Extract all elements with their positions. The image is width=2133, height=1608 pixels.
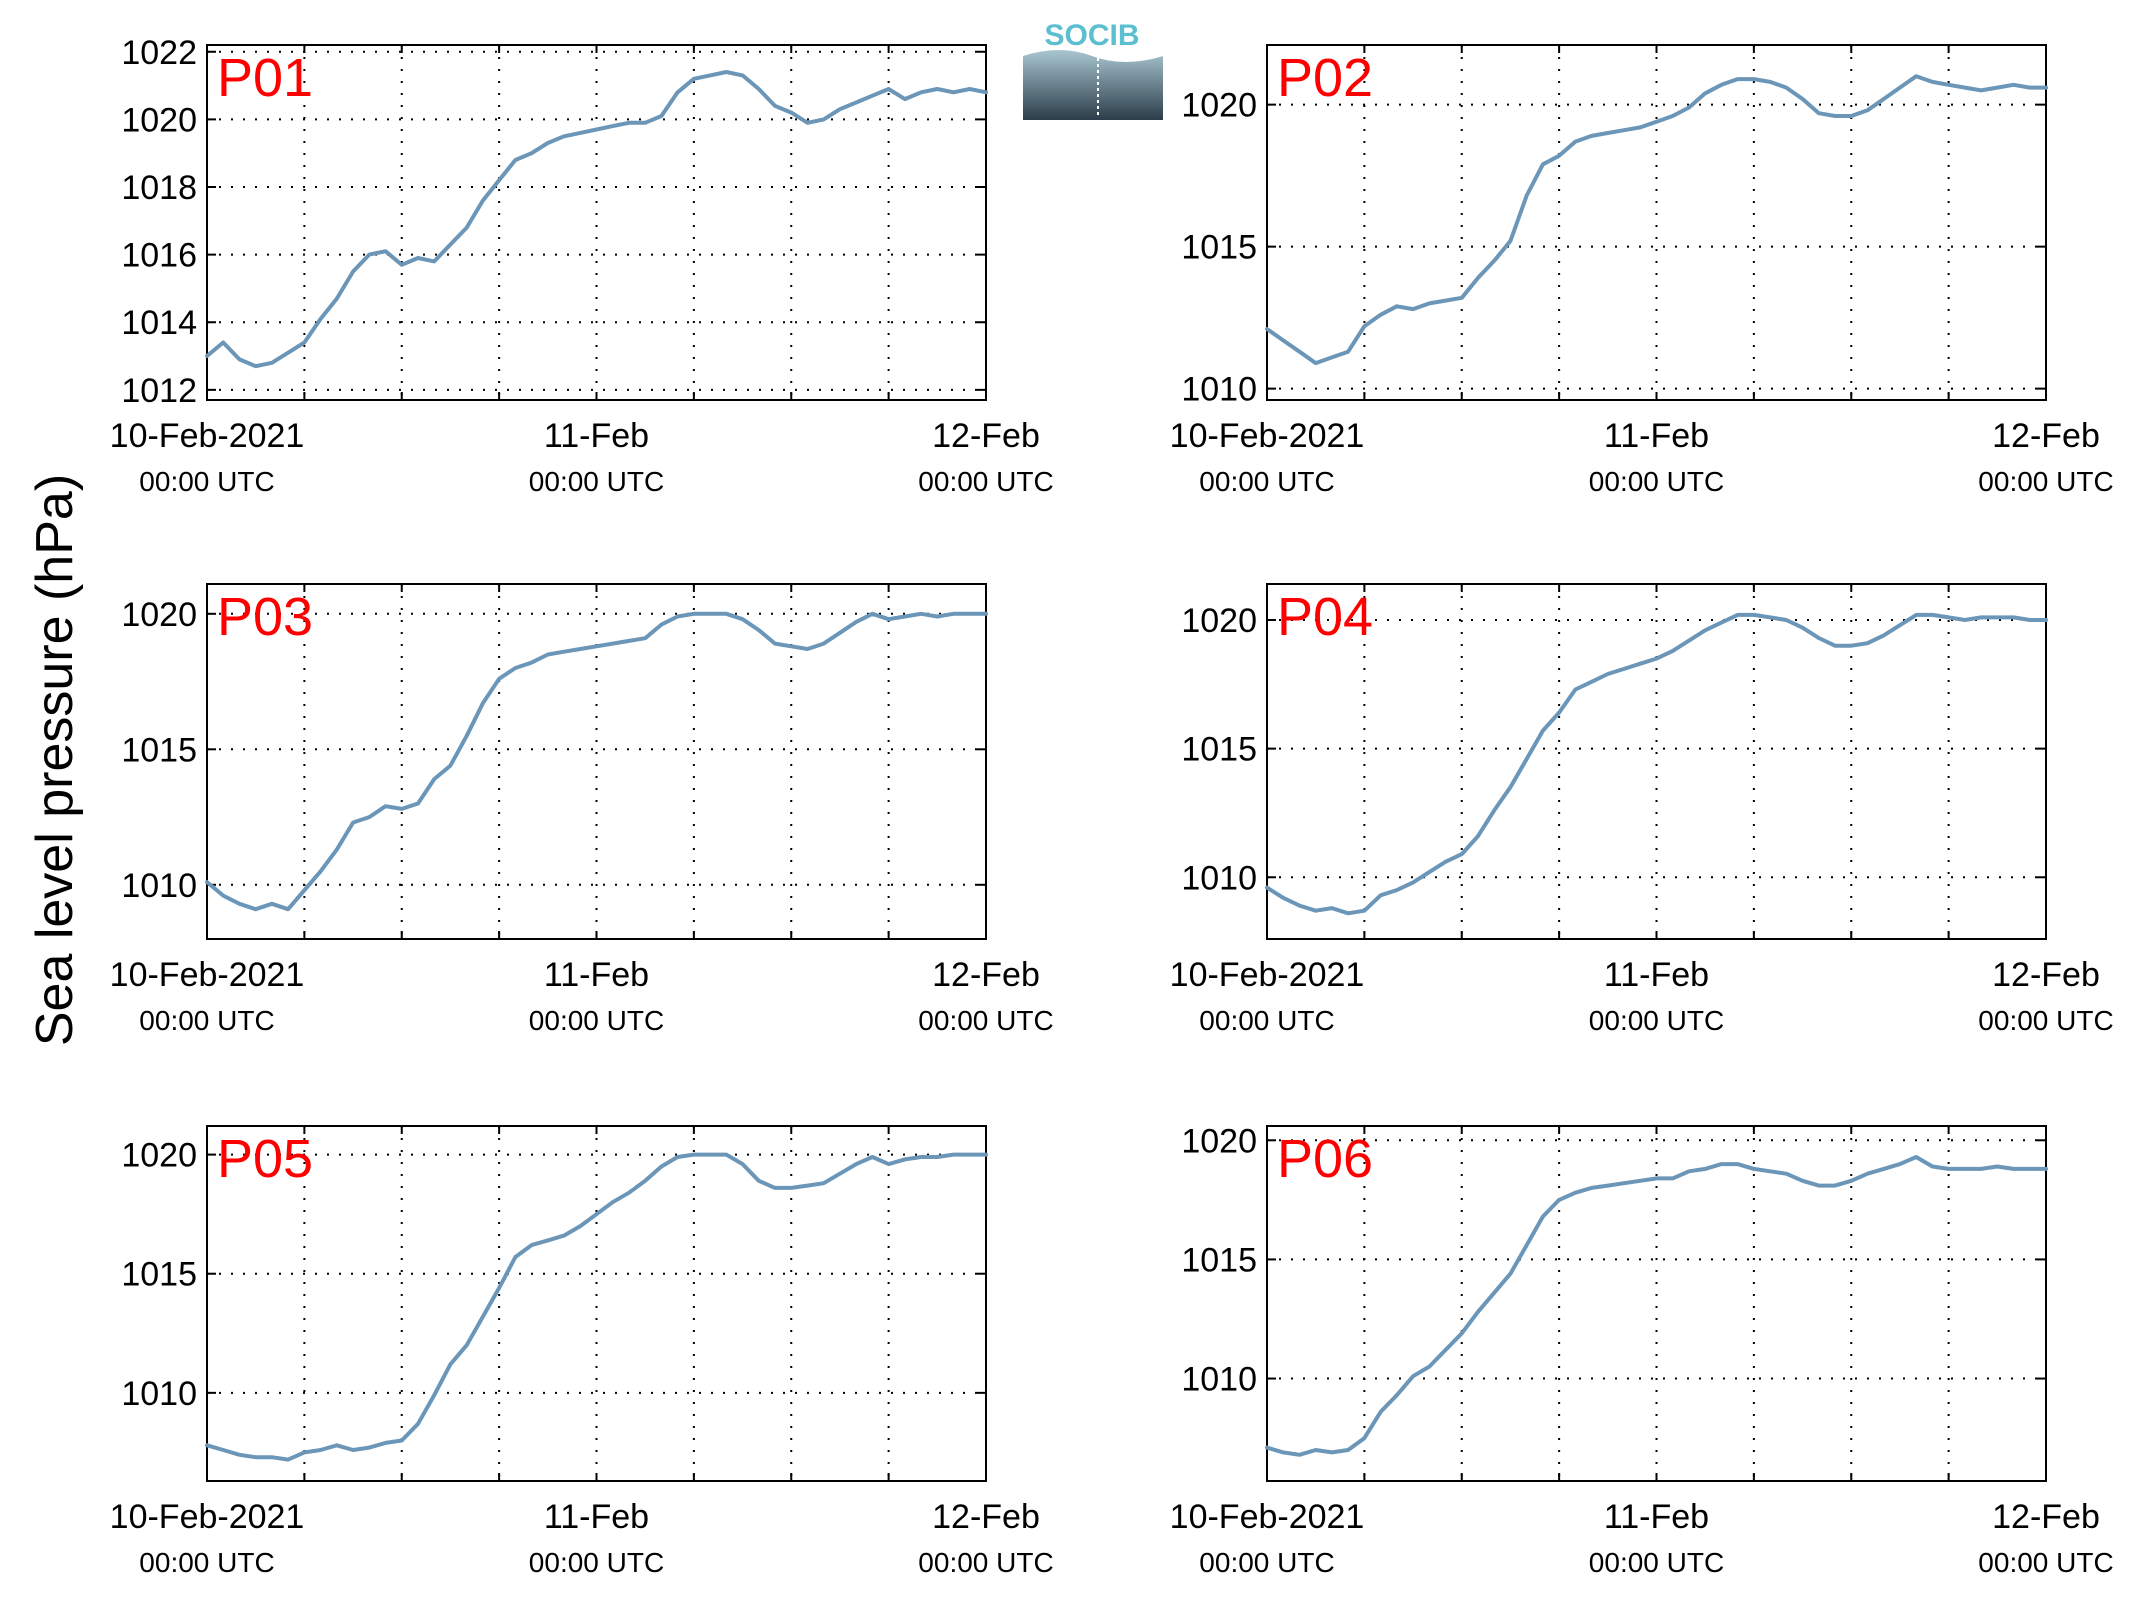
- y-tick-label: 1015: [121, 731, 197, 769]
- x-tick-date-label: 10-Feb-2021: [1170, 956, 1365, 994]
- socib-logo: SOCIB: [1023, 19, 1163, 120]
- x-tick-date-label: 10-Feb-2021: [110, 417, 305, 455]
- x-tick-date-label: 12-Feb: [932, 956, 1040, 994]
- y-tick-label: 1020: [1181, 87, 1257, 125]
- x-tick-time-label: 00:00 UTC: [918, 1005, 1053, 1036]
- pressure-line: [1265, 1155, 2048, 1457]
- x-tick-date-label: 12-Feb: [932, 1498, 1040, 1536]
- panel-label: P04: [1277, 587, 1373, 647]
- y-tick-label: 1020: [121, 1137, 197, 1175]
- x-tick-date-label: 11-Feb: [1604, 956, 1709, 994]
- x-tick-date-label: 12-Feb: [1992, 1498, 2100, 1536]
- y-tick-label: 1012: [121, 372, 197, 410]
- panel-p03: 1010 1015 1020 10-Feb-2021 00:00 UTC 11-Feb 00…: [110, 583, 1054, 1036]
- x-tick-date-label: 10-Feb-2021: [110, 1498, 305, 1536]
- y-tick-label: 1018: [121, 169, 197, 207]
- y-tick-label: 1015: [121, 1256, 197, 1294]
- x-tick-date-label: 11-Feb: [1604, 417, 1709, 455]
- y-tick-label: 1010: [121, 867, 197, 905]
- y-tick-label: 1020: [121, 101, 197, 139]
- x-tick-time-label: 00:00 UTC: [139, 1005, 274, 1036]
- y-tick-label: 1010: [121, 1375, 197, 1413]
- x-tick-time-label: 00:00 UTC: [918, 466, 1053, 497]
- panel-label: P01: [217, 48, 313, 108]
- panel-p06: 1010 1015 1020 10-Feb-2021 00:00 UTC 11-Feb 00…: [1170, 1122, 2114, 1578]
- panel-label: P06: [1277, 1129, 1373, 1189]
- socib-logo-text: SOCIB: [1044, 19, 1139, 52]
- y-tick-label: 1014: [121, 304, 197, 342]
- x-tick-time-label: 00:00 UTC: [1589, 1547, 1724, 1578]
- x-tick-time-label: 00:00 UTC: [1589, 466, 1724, 497]
- y-tick-label: 1022: [121, 34, 197, 72]
- panel-p02: 1010 1015 1020 10-Feb-2021 00:00 UTC 11-Feb 00…: [1170, 44, 2114, 497]
- panel-p04: 1010 1015 1020 10-Feb-2021 00:00 UTC 11-Feb 00…: [1170, 583, 2114, 1036]
- panel-label: P05: [217, 1129, 313, 1189]
- socib-logo-wave-icon: [1023, 50, 1163, 120]
- pressure-line: [1265, 612, 2048, 916]
- x-tick-time-label: 00:00 UTC: [529, 466, 664, 497]
- x-tick-date-label: 11-Feb: [544, 417, 649, 455]
- y-tick-label: 1010: [1181, 371, 1257, 409]
- x-tick-time-label: 00:00 UTC: [1978, 1547, 2113, 1578]
- y-tick-label: 1020: [121, 596, 197, 634]
- x-tick-date-label: 12-Feb: [1992, 956, 2100, 994]
- y-tick-label: 1015: [1181, 731, 1257, 769]
- y-tick-label: 1010: [1181, 1361, 1257, 1399]
- x-tick-time-label: 00:00 UTC: [1199, 1547, 1334, 1578]
- x-tick-time-label: 00:00 UTC: [918, 1547, 1053, 1578]
- x-tick-date-label: 12-Feb: [1992, 417, 2100, 455]
- pressure-line: [1265, 74, 2048, 366]
- pressure-line: [205, 70, 988, 369]
- x-tick-time-label: 00:00 UTC: [1978, 466, 2113, 497]
- x-tick-time-label: 00:00 UTC: [1978, 1005, 2113, 1036]
- panel-p01: 1012 1014 1016 1018 1020 1022 10-Feb-2021 00:00…: [110, 34, 1054, 497]
- y-tick-label: 1016: [121, 237, 197, 275]
- x-tick-date-label: 11-Feb: [544, 1498, 649, 1536]
- x-tick-time-label: 00:00 UTC: [1589, 1005, 1724, 1036]
- x-tick-date-label: 10-Feb-2021: [1170, 1498, 1365, 1536]
- x-tick-time-label: 00:00 UTC: [529, 1005, 664, 1036]
- panel-label: P03: [217, 587, 313, 647]
- pressure-line: [205, 1152, 988, 1462]
- panel-label: P02: [1277, 48, 1373, 108]
- x-tick-time-label: 00:00 UTC: [1199, 466, 1334, 497]
- x-tick-time-label: 00:00 UTC: [139, 1547, 274, 1578]
- y-tick-label: 1020: [1181, 602, 1257, 640]
- x-tick-date-label: 11-Feb: [544, 956, 649, 994]
- panel-p05: 1010 1015 1020 10-Feb-2021 00:00 UTC 11-Feb 00…: [110, 1125, 1054, 1578]
- x-tick-date-label: 12-Feb: [932, 417, 1040, 455]
- x-tick-date-label: 10-Feb-2021: [1170, 417, 1365, 455]
- x-tick-date-label: 10-Feb-2021: [110, 956, 305, 994]
- y-tick-label: 1020: [1181, 1122, 1257, 1160]
- y-axis-label: Sea level pressure (hPa): [26, 474, 84, 1046]
- y-tick-label: 1015: [1181, 1241, 1257, 1279]
- x-tick-date-label: 11-Feb: [1604, 1498, 1709, 1536]
- pressure-line: [205, 611, 988, 912]
- x-tick-time-label: 00:00 UTC: [1199, 1005, 1334, 1036]
- y-tick-label: 1010: [1181, 859, 1257, 897]
- y-tick-label: 1015: [1181, 229, 1257, 267]
- x-tick-time-label: 00:00 UTC: [139, 466, 274, 497]
- x-tick-time-label: 00:00 UTC: [529, 1547, 664, 1578]
